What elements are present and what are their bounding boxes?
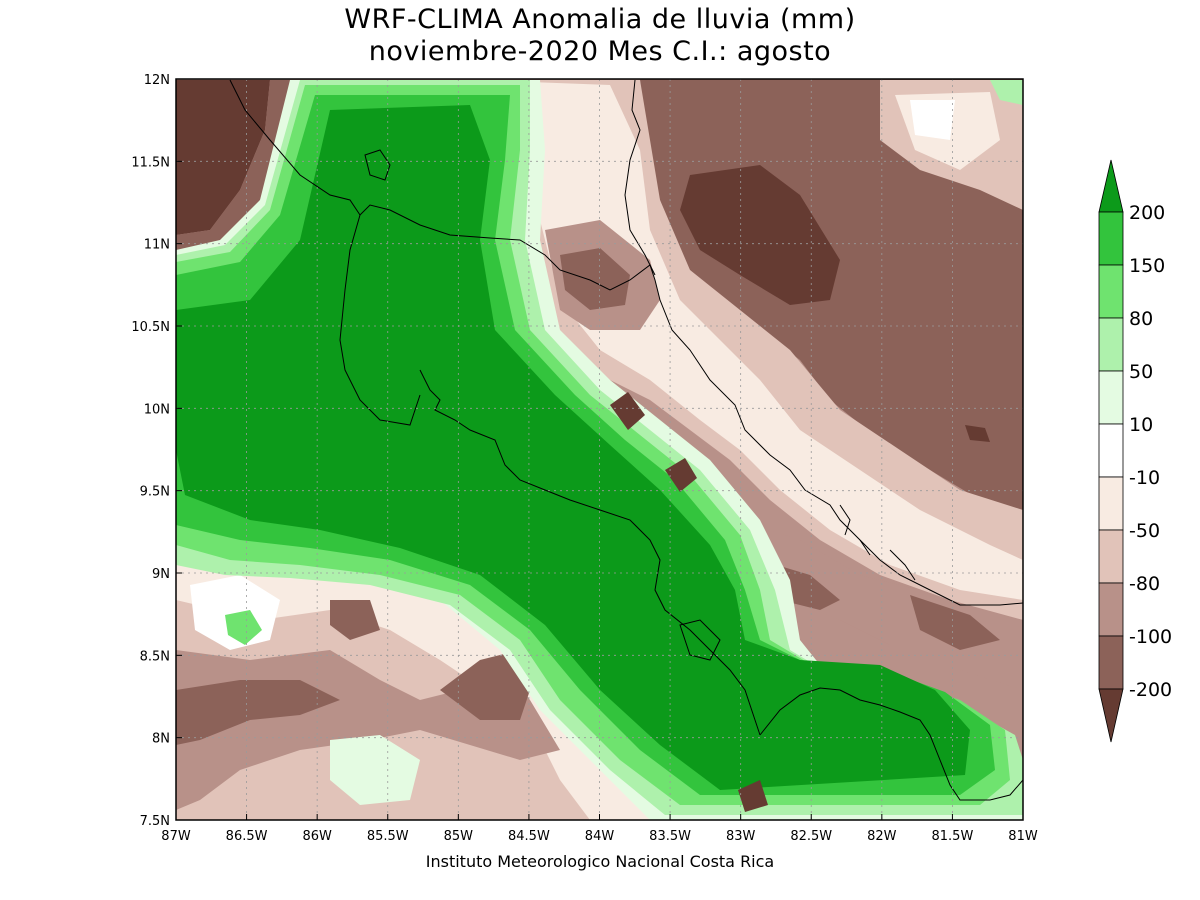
colorbar-seg-m200-m100 — [1098, 635, 1124, 690]
y-tick-label: 8N — [152, 732, 170, 747]
colorbar-seg-neutral — [1098, 423, 1124, 478]
colorbar-seg-m100-m80 — [1098, 582, 1124, 637]
colorbar-label: 200 — [1129, 202, 1165, 224]
y-tick-label: 7.5N — [140, 814, 170, 829]
anomaly-field — [176, 79, 1023, 820]
x-tick-label: 83W — [726, 829, 756, 844]
map-title-line1: WRF-CLIMA Anomalia de lluvia (mm) — [344, 4, 856, 35]
y-tick-label: 12N — [144, 73, 170, 88]
x-tick-label: 85W — [444, 829, 474, 844]
colorbar-label: -100 — [1129, 626, 1172, 648]
colorbar-top-triangle — [1098, 159, 1124, 213]
colorbar-label: -200 — [1129, 679, 1172, 701]
x-tick-label: 87W — [161, 829, 191, 844]
colorbar-seg-80-150 — [1098, 264, 1124, 319]
x-tick-label: 82.5W — [790, 829, 832, 844]
colorbar-labels: 200 150 80 50 10 -10 -50 -80 -100 -200 — [1129, 202, 1172, 701]
colorbar-seg-m80-m50 — [1098, 529, 1124, 584]
x-tick-label: 82W — [867, 829, 897, 844]
colorbar-bottom-triangle — [1098, 688, 1124, 743]
colorbar-label: 50 — [1129, 361, 1153, 383]
colorbar-label: 150 — [1129, 255, 1165, 277]
map-title-line2: noviembre-2020 Mes C.I.: agosto — [368, 36, 832, 67]
field-nw-brown — [176, 80, 300, 258]
coast-inland — [339, 214, 421, 426]
y-tick-label: 10N — [144, 402, 170, 417]
field-nw-dark — [176, 80, 270, 235]
colorbar-seg-150-200 — [1098, 211, 1124, 266]
field-coastal-pale — [530, 82, 1023, 600]
coastlines — [229, 79, 1023, 801]
colorbar-label: -10 — [1129, 467, 1160, 489]
coast-pacific — [229, 79, 1023, 606]
colorbar-label: 10 — [1129, 414, 1153, 436]
coast-island — [679, 619, 721, 661]
x-axis: 87W 86.5W 86W 85.5W 85W 84.5W 84W 83.5W 83W 82.5W… — [161, 814, 1038, 844]
field-panama-neg — [740, 520, 1023, 690]
field-caribbean-200 — [680, 165, 840, 305]
x-tick-label: 85.5W — [367, 829, 409, 844]
x-tick-label: 86.5W — [226, 829, 268, 844]
coast-nicaragua-east — [624, 79, 656, 276]
field-green-200 — [176, 105, 970, 790]
field-ne-white — [910, 100, 955, 140]
field-panama-neg2 — [760, 560, 1000, 650]
x-tick-label: 81W — [1008, 829, 1038, 844]
coast-panama-south — [759, 687, 1023, 801]
x-tick-label: 84W — [585, 829, 615, 844]
y-tick-label: 9N — [152, 567, 170, 582]
field-spot-c — [738, 780, 768, 812]
x-tick-label: 86W — [302, 829, 332, 844]
colorbar: 200 150 80 50 10 -10 -50 -80 -100 -200 — [1098, 159, 1172, 743]
colorbar-label: -50 — [1129, 520, 1160, 542]
y-tick-label: 10.5N — [131, 320, 170, 335]
colorbar-label: -80 — [1129, 573, 1160, 595]
field-spot-d — [965, 425, 990, 442]
y-tick-label: 11N — [144, 238, 170, 253]
y-tick-label: 11.5N — [131, 155, 170, 170]
field-pacific-lightgreen — [330, 735, 420, 805]
colorbar-seg-50-80 — [1098, 317, 1124, 372]
colorbar-label: 80 — [1129, 308, 1153, 330]
field-coastal-brown2 — [560, 248, 630, 310]
field-spot-a — [610, 392, 645, 430]
x-tick-label: 81.5W — [932, 829, 974, 844]
field-spot-b — [665, 458, 697, 492]
y-axis: 12N 11.5N 11N 10.5N 10N 9.5N 9N 8.5N 8N 7.5N — [131, 73, 182, 829]
y-tick-label: 8.5N — [140, 649, 170, 664]
colorbar-seg-m50-m10 — [1098, 476, 1124, 531]
colorbar-seg-10-50 — [1098, 370, 1124, 425]
y-tick-label: 9.5N — [140, 485, 170, 500]
x-tick-label: 83.5W — [649, 829, 691, 844]
x-tick-label: 84.5W — [508, 829, 550, 844]
field-pacific-dark — [176, 600, 530, 745]
lake-nicaragua — [364, 149, 391, 181]
credit-text: Instituto Meteorologico Nacional Costa R… — [425, 852, 775, 871]
coast-bocas — [839, 504, 916, 581]
coast-costa-rica-pacific — [419, 369, 761, 736]
field-ne-green — [990, 80, 1023, 105]
field-pacific-green — [225, 610, 262, 645]
